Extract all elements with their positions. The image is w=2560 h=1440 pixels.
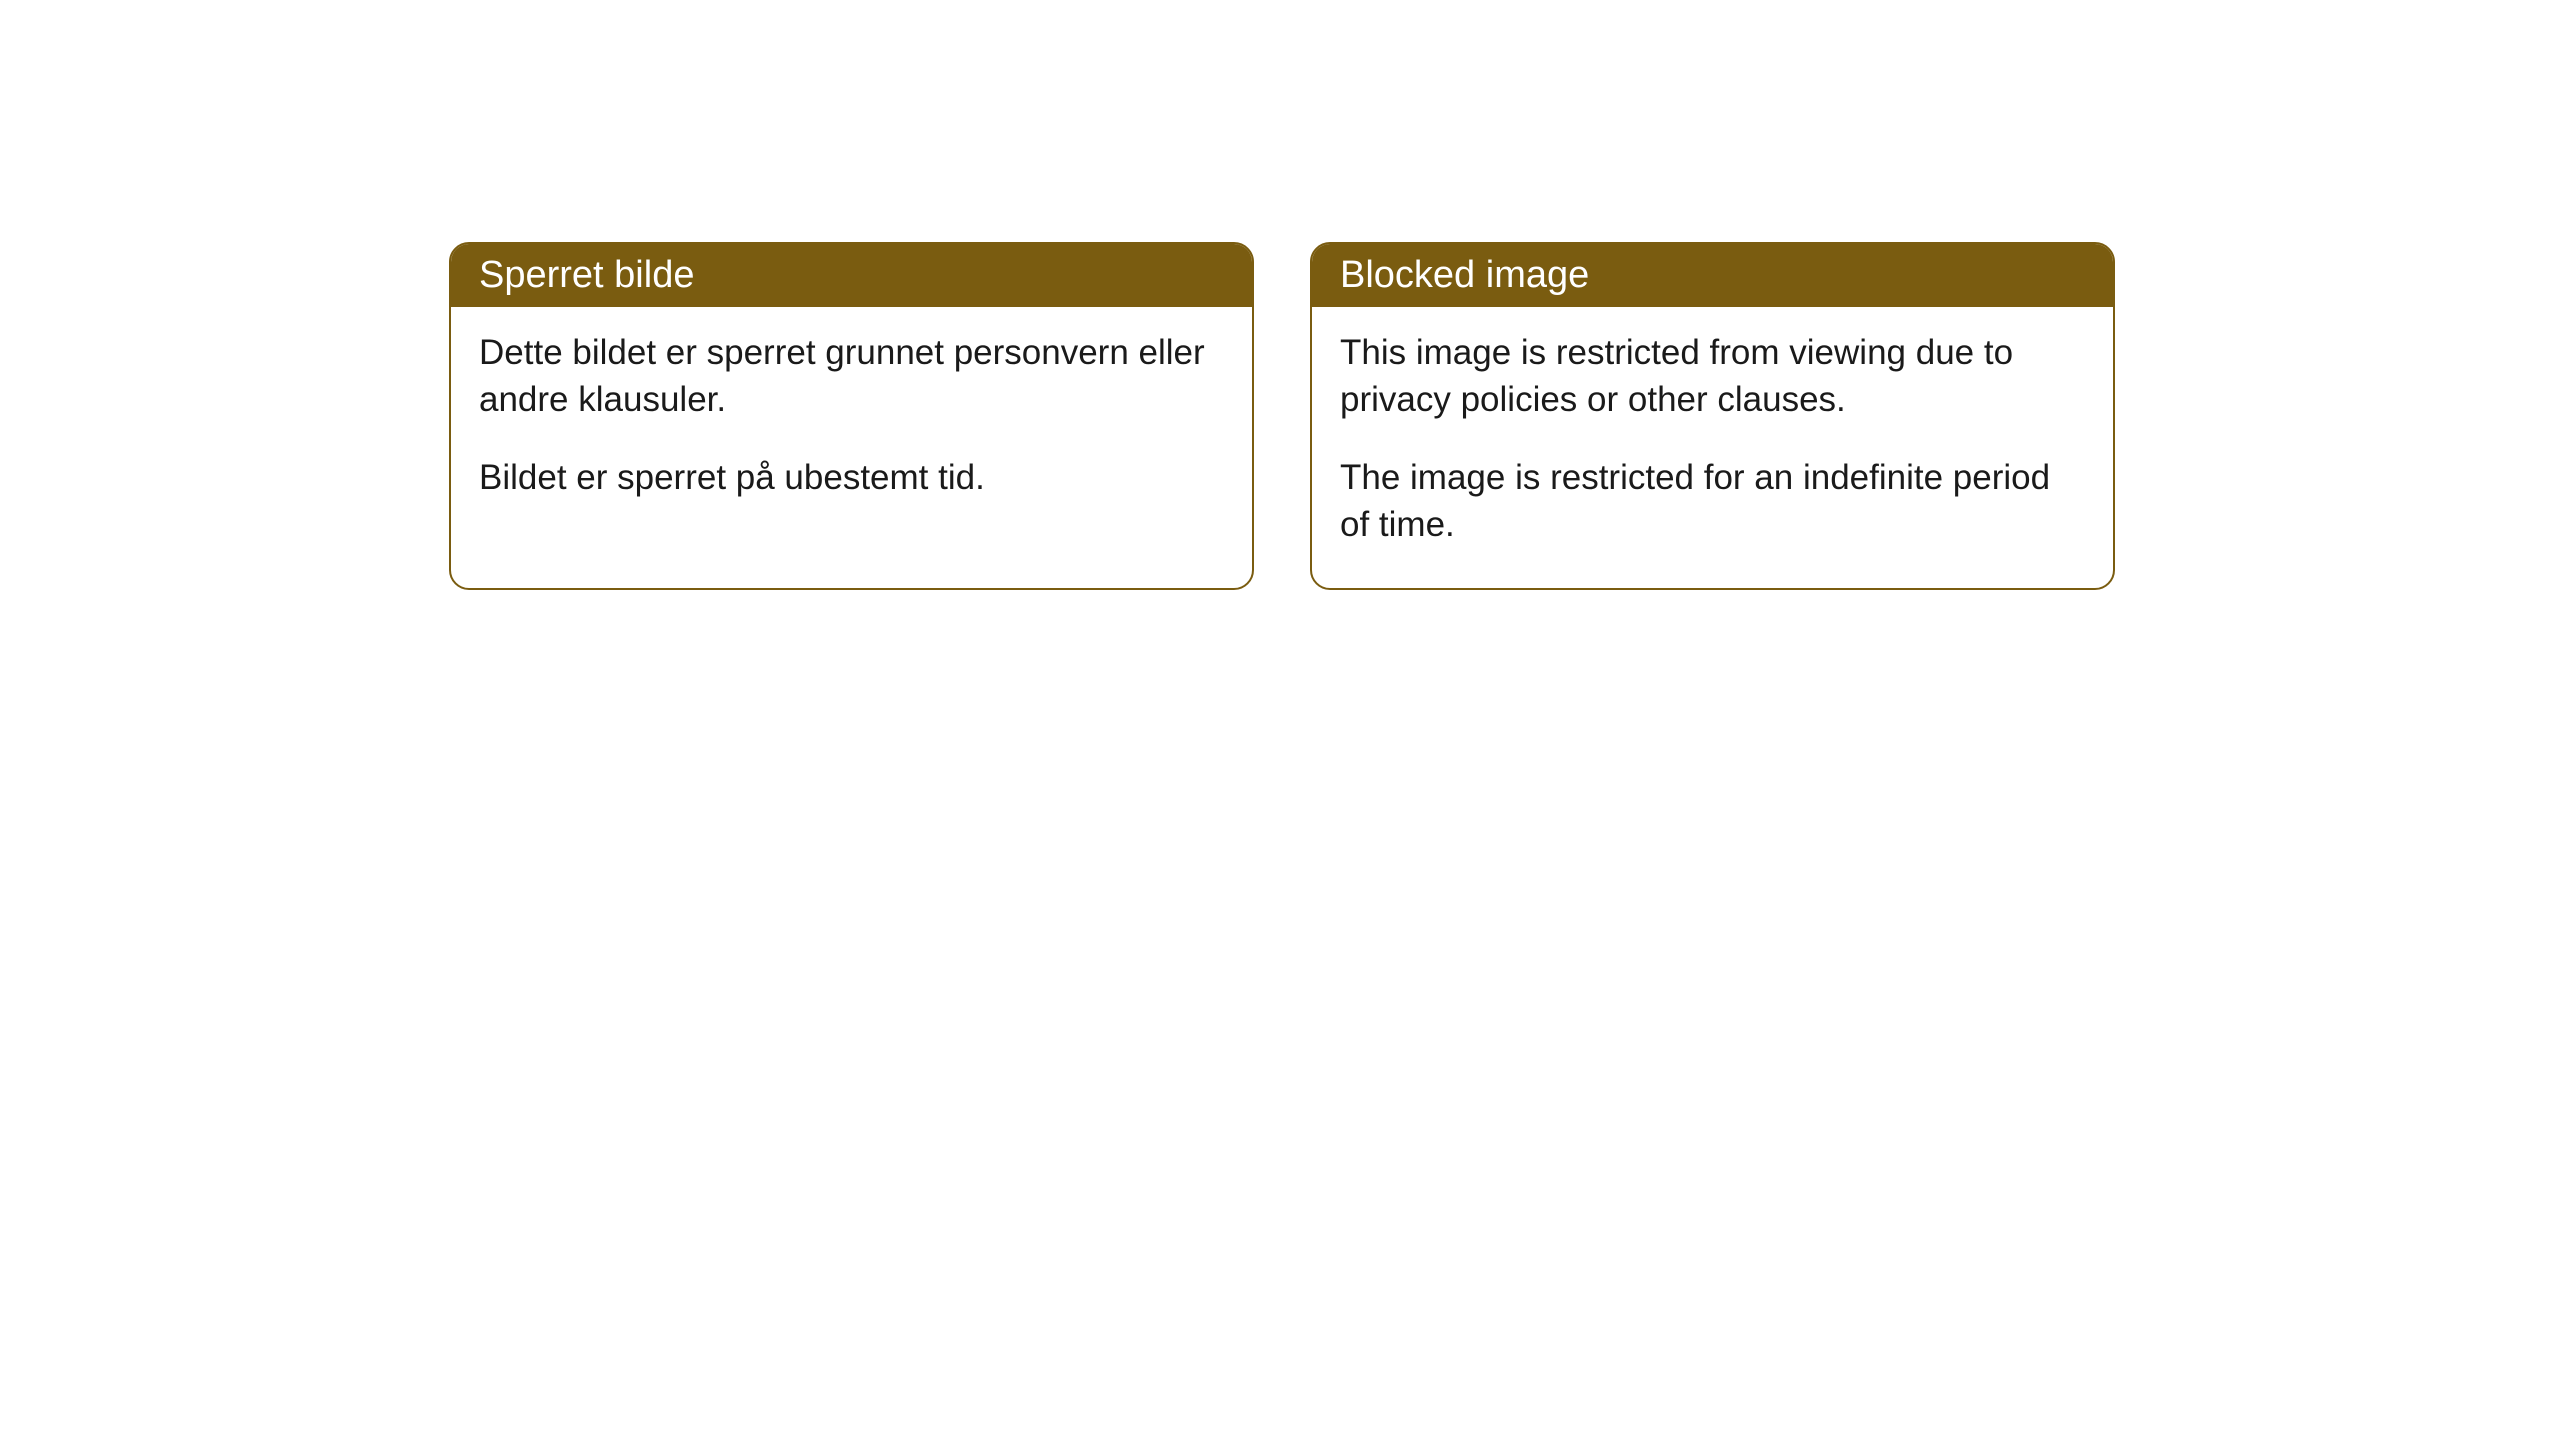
- notice-body-norwegian: Dette bildet er sperret grunnet personve…: [451, 307, 1252, 541]
- notice-cards-container: Sperret bilde Dette bildet er sperret gr…: [449, 242, 2560, 590]
- notice-paragraph: The image is restricted for an indefinit…: [1340, 454, 2085, 549]
- notice-card-english: Blocked image This image is restricted f…: [1310, 242, 2115, 590]
- notice-header-norwegian: Sperret bilde: [451, 244, 1252, 307]
- notice-header-english: Blocked image: [1312, 244, 2113, 307]
- notice-card-norwegian: Sperret bilde Dette bildet er sperret gr…: [449, 242, 1254, 590]
- notice-paragraph: Bildet er sperret på ubestemt tid.: [479, 454, 1224, 501]
- notice-paragraph: This image is restricted from viewing du…: [1340, 329, 2085, 424]
- notice-body-english: This image is restricted from viewing du…: [1312, 307, 2113, 588]
- notice-paragraph: Dette bildet er sperret grunnet personve…: [479, 329, 1224, 424]
